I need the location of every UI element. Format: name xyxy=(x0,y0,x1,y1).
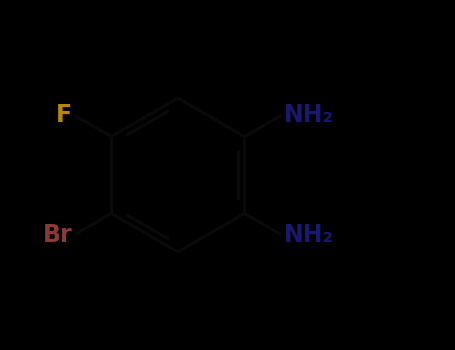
Text: NH₂: NH₂ xyxy=(283,223,334,246)
Text: F: F xyxy=(56,104,72,127)
Text: NH₂: NH₂ xyxy=(283,104,334,127)
Text: Br: Br xyxy=(43,223,72,246)
